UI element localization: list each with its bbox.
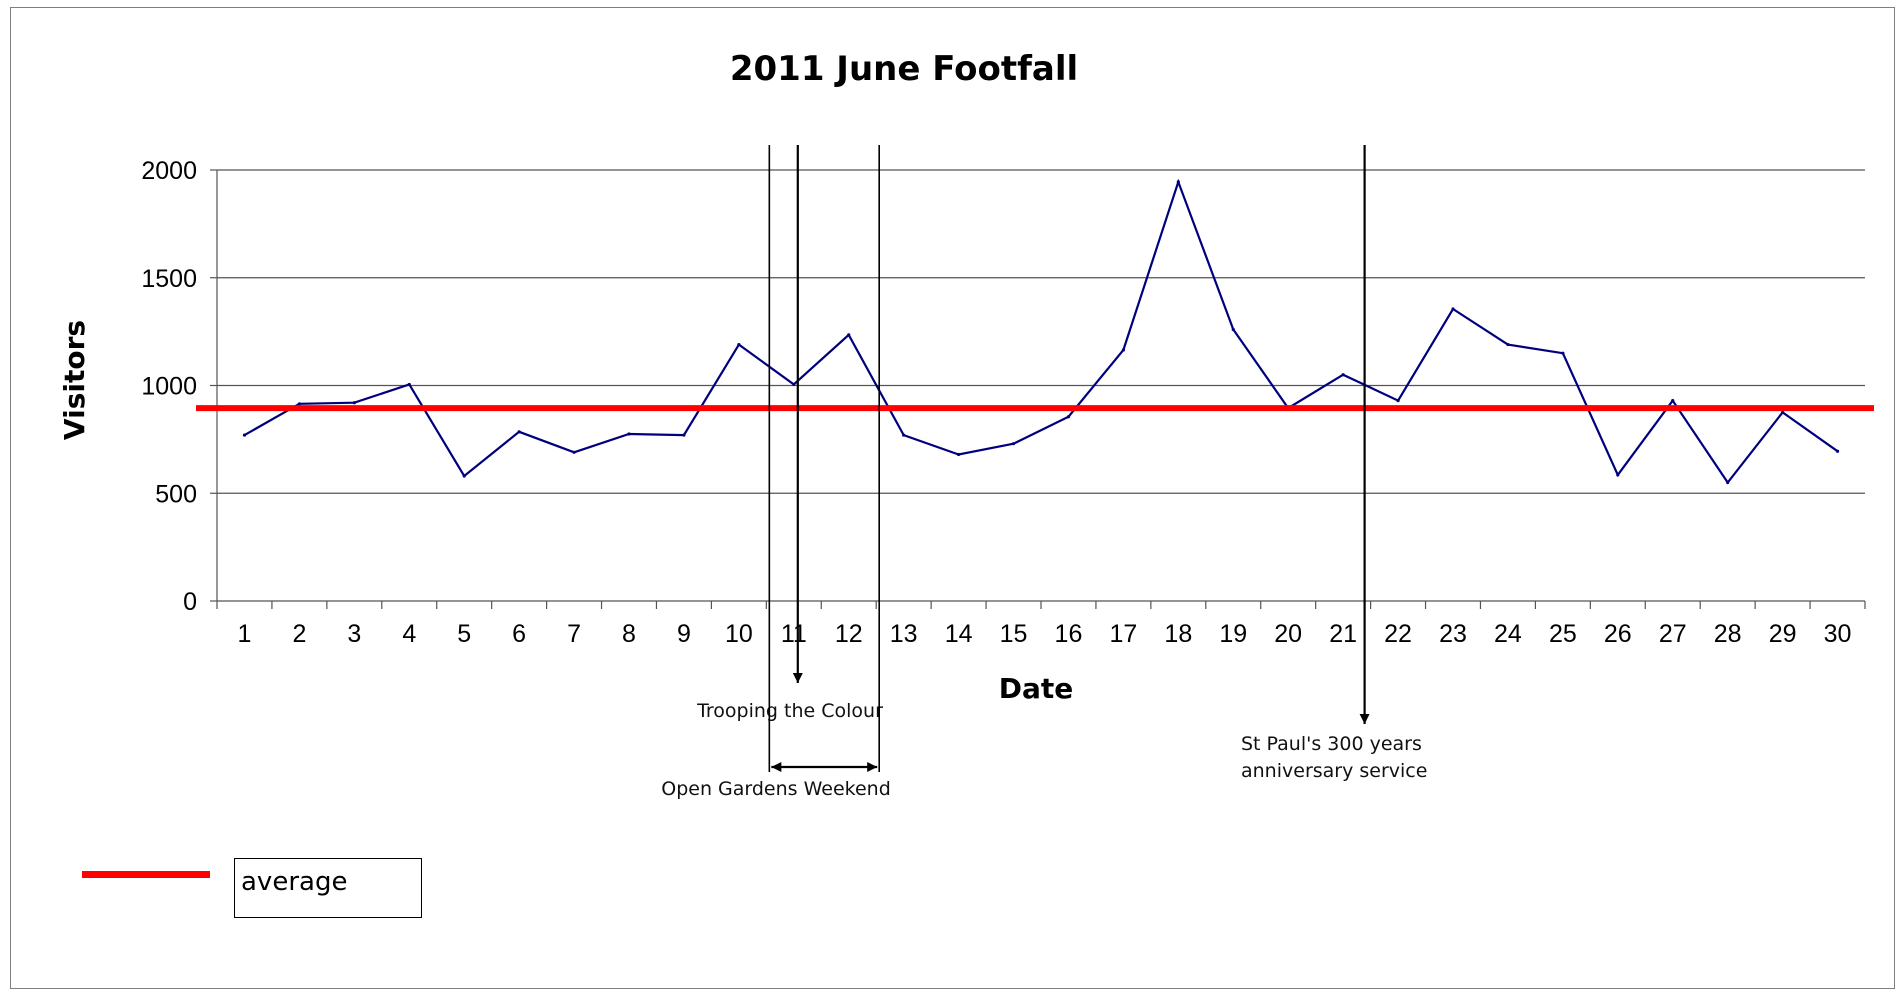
x-tick-label-22: 22 [1384,620,1412,648]
x-tick-label-11: 11 [781,620,807,648]
x-tick-label-27: 27 [1659,620,1687,648]
series-layer [242,178,1840,485]
x-tick-label-18: 18 [1164,620,1192,648]
data-point-day-10 [737,342,741,347]
annotations: Trooping the Colour Open Gardens Weekend… [661,145,1427,800]
gridlines [217,169,1865,494]
annotation-st-pauls-line1: St Paul's 300 years [1241,733,1422,755]
x-tick-label-4: 4 [402,620,416,648]
x-tick-label-15: 15 [1000,620,1028,648]
x-tick-label-26: 26 [1604,620,1632,648]
data-point-day-7 [572,450,576,454]
data-point-day-14 [957,452,961,457]
legend-label: average [241,867,348,897]
data-point-day-26 [1616,473,1620,477]
y-tick-label-2000: 2000 [141,157,197,185]
y-tick-label-1500: 1500 [141,265,197,293]
data-point-day-5 [462,474,466,478]
data-point-day-11 [792,382,796,387]
x-tick-label-6: 6 [512,620,526,648]
data-point-day-27 [1671,398,1675,403]
y-tick-label-1000: 1000 [141,373,197,401]
data-point-day-13 [902,433,906,437]
x-tick-label-13: 13 [890,620,918,648]
y-axis-title: Visitors [58,320,91,440]
x-tick-label-9: 9 [677,620,691,648]
y-tick-label-500: 500 [155,480,197,508]
x-tick-label-28: 28 [1714,620,1742,648]
data-point-day-16 [1066,415,1071,419]
data-point-day-21 [1341,373,1345,377]
chart-title: 2011 June Footfall [730,49,1078,89]
data-point-day-3 [352,401,356,405]
data-point-day-15 [1011,442,1016,446]
data-point-day-19 [1231,327,1235,332]
x-tick-label-29: 29 [1769,620,1797,648]
x-tick-label-14: 14 [945,620,973,648]
x-tick-label-1: 1 [238,620,252,648]
x-tick-label-3: 3 [347,620,361,648]
x-tick-label-8: 8 [622,620,636,648]
data-point-day-1 [242,433,247,437]
x-tick-label-7: 7 [567,620,581,648]
x-tick-label-23: 23 [1439,620,1467,648]
data-point-day-28 [1726,480,1730,485]
x-tick-label-25: 25 [1549,620,1577,648]
chart-frame [10,7,1895,989]
data-point-day-8 [627,432,631,436]
data-point-day-18 [1176,180,1180,184]
annotation-open-gardens: Open Gardens Weekend [661,778,891,800]
data-point-day-6 [517,430,521,434]
data-point-day-23 [1451,307,1455,311]
x-tick-label-12: 12 [835,620,863,648]
legend-box: average [234,858,422,918]
data-point-day-25 [1561,351,1565,355]
x-tick-label-17: 17 [1109,620,1137,648]
x-tick-label-21: 21 [1329,620,1357,648]
data-point-day-9 [682,433,686,437]
x-tick-label-16: 16 [1055,620,1083,648]
y-tick-label-0: 0 [183,588,197,616]
data-point-day-24 [1506,342,1510,347]
series-line-footfall [243,178,1839,485]
annotation-st-pauls-line2: anniversary service [1241,760,1427,782]
data-point-day-17 [1121,348,1125,352]
data-point-day-30 [1835,449,1840,453]
data-point-day-22 [1396,398,1400,403]
x-tick-label-2: 2 [292,620,306,648]
data-point-day-12 [847,333,851,337]
x-tick-label-19: 19 [1219,620,1247,648]
x-tick-label-20: 20 [1274,620,1302,648]
x-tick-label-5: 5 [457,620,471,648]
data-point-day-29 [1781,410,1785,415]
legend-average-swatch [82,871,210,878]
annotation-trooping: Trooping the Colour [696,700,883,722]
data-point-day-2 [297,402,301,406]
x-tick-label-10: 10 [725,620,753,648]
x-tick-label-30: 30 [1824,620,1852,648]
data-point-day-4 [407,382,411,387]
x-tick-label-24: 24 [1494,620,1522,648]
x-axis-title: Date [999,672,1074,705]
